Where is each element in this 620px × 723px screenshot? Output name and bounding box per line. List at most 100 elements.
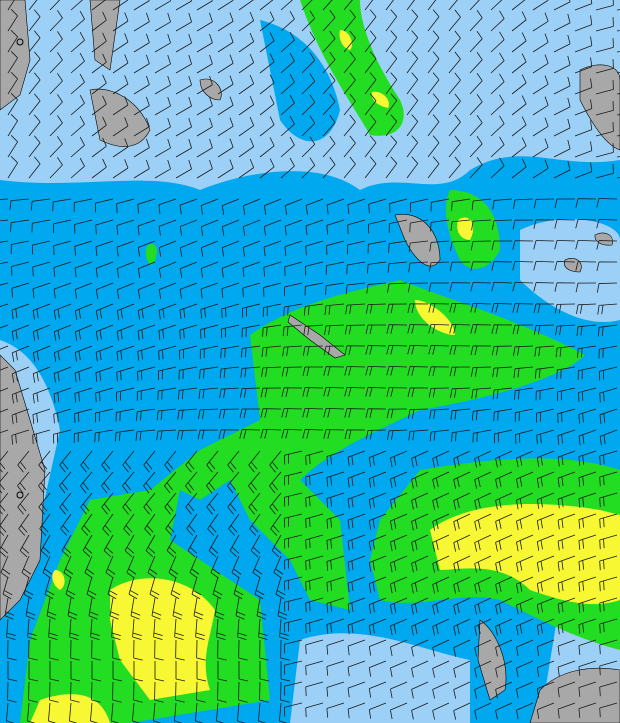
- wind-barb-icon: [574, 141, 593, 158]
- wind-barb-icon: [28, 93, 41, 116]
- wind-barb-icon: [149, 576, 160, 600]
- wind-barb-icon: [516, 576, 534, 594]
- wind-barb-icon: [428, 366, 450, 376]
- wind-barb-icon: [432, 660, 450, 678]
- wind-barb-icon: [364, 0, 374, 11]
- wind-barb-icon: [210, 555, 221, 579]
- wind-barb-icon: [557, 408, 576, 424]
- wind-barb-icon: [345, 303, 366, 315]
- wind-barb-icon: [137, 198, 156, 214]
- wind-barb-icon: [343, 9, 356, 32]
- wind-barb-icon: [133, 75, 150, 95]
- wind-barb-icon: [386, 345, 408, 355]
- wind-barb-icon: [17, 492, 30, 515]
- wind-barb-icon: [70, 31, 85, 53]
- wind-barb-icon: [175, 34, 192, 53]
- wind-barb-icon: [449, 366, 471, 377]
- wind-barb-icon: [326, 639, 345, 655]
- wind-barb-icon: [137, 219, 156, 236]
- wind-barb-icon: [532, 117, 549, 137]
- wind-barb-icon: [154, 118, 171, 137]
- wind-barb-icon: [52, 198, 72, 212]
- wind-barb-icon: [432, 681, 450, 699]
- wind-barb-icon: [198, 387, 219, 399]
- wind-barb-icon: [365, 408, 387, 418]
- wind-barb-icon: [574, 99, 593, 116]
- wind-barb-icon: [575, 198, 597, 208]
- wind-barb-icon: [326, 597, 345, 613]
- wind-barb-icon: [343, 135, 356, 158]
- wind-barb-icon: [536, 681, 555, 698]
- wind-barb-icon: [241, 324, 261, 338]
- wind-barb-icon: [304, 282, 324, 296]
- wind-barb-icon: [221, 261, 240, 278]
- wind-barb-icon: [365, 387, 387, 397]
- wind-barb-icon: [536, 408, 555, 423]
- wind-barb-icon: [453, 450, 471, 468]
- wind-barb-icon: [128, 576, 139, 600]
- wind-barb-icon: [599, 618, 618, 634]
- wind-barb-icon: [49, 681, 59, 703]
- wind-barb-icon: [326, 576, 345, 592]
- wind-barb-icon: [578, 534, 597, 550]
- wind-barb-icon: [271, 534, 282, 558]
- wind-barb-icon: [80, 450, 93, 473]
- wind-barb-icon: [80, 471, 93, 494]
- wind-barb-icon: [112, 12, 129, 32]
- wind-barb-icon: [53, 282, 72, 299]
- wind-barb-icon: [70, 639, 80, 661]
- wind-barb-icon: [7, 639, 17, 661]
- wind-barb-icon: [534, 345, 555, 357]
- wind-barb-icon: [168, 555, 179, 579]
- wind-barb-icon: [450, 219, 471, 231]
- wind-barb-icon: [212, 576, 223, 600]
- wind-barb-icon: [429, 219, 450, 232]
- wind-barb-icon: [553, 13, 571, 32]
- wind-barb-icon: [516, 681, 534, 699]
- wind-barb-icon: [269, 471, 282, 494]
- wind-barb-icon: [109, 597, 120, 620]
- wind-barb-icon: [474, 618, 492, 636]
- wind-barb-icon: [599, 555, 618, 571]
- wind-barb-icon: [242, 219, 261, 236]
- wind-barb-icon: [429, 408, 450, 420]
- wind-barb-icon: [432, 492, 450, 510]
- wind-barb-icon: [242, 198, 261, 215]
- wind-barb-icon: [511, 116, 527, 137]
- wind-barb-icon: [364, 156, 377, 179]
- wind-barb-icon: [406, 93, 419, 116]
- wind-barb-icon: [449, 345, 471, 355]
- wind-barb-icon: [495, 597, 513, 615]
- wind-barb-icon: [578, 492, 597, 508]
- wind-barb-icon: [53, 345, 72, 362]
- wind-barb-icon: [154, 139, 171, 158]
- wind-barb-icon: [495, 681, 513, 699]
- wind-barb-icon: [532, 54, 549, 74]
- wind-barb-icon: [59, 471, 72, 494]
- wind-barb-icon: [595, 59, 614, 74]
- wind-barb-icon: [305, 240, 324, 256]
- wind-barb-icon: [574, 0, 593, 11]
- wind-barb-icon: [0, 534, 9, 558]
- wind-barb-icon: [325, 261, 345, 275]
- wind-barb-icon: [116, 345, 135, 362]
- wind-barb-icon: [193, 597, 204, 620]
- wind-barb-icon: [238, 660, 249, 682]
- wind-barb-icon: [95, 219, 114, 235]
- wind-barb-icon: [137, 366, 156, 381]
- wind-barb-icon: [515, 429, 534, 444]
- wind-barb-icon: [228, 513, 240, 536]
- wind-barb-icon: [344, 386, 366, 397]
- wind-barb-icon: [250, 534, 261, 558]
- wind-barb-icon: [217, 12, 234, 32]
- wind-barb-icon: [474, 492, 492, 510]
- wind-barb-icon: [158, 303, 177, 320]
- wind-barb-icon: [385, 135, 398, 158]
- wind-barb-icon: [112, 681, 122, 703]
- wind-barb-icon: [28, 72, 41, 95]
- wind-barb-icon: [472, 429, 492, 443]
- wind-barb-icon: [474, 597, 492, 615]
- wind-barb-icon: [31, 219, 51, 233]
